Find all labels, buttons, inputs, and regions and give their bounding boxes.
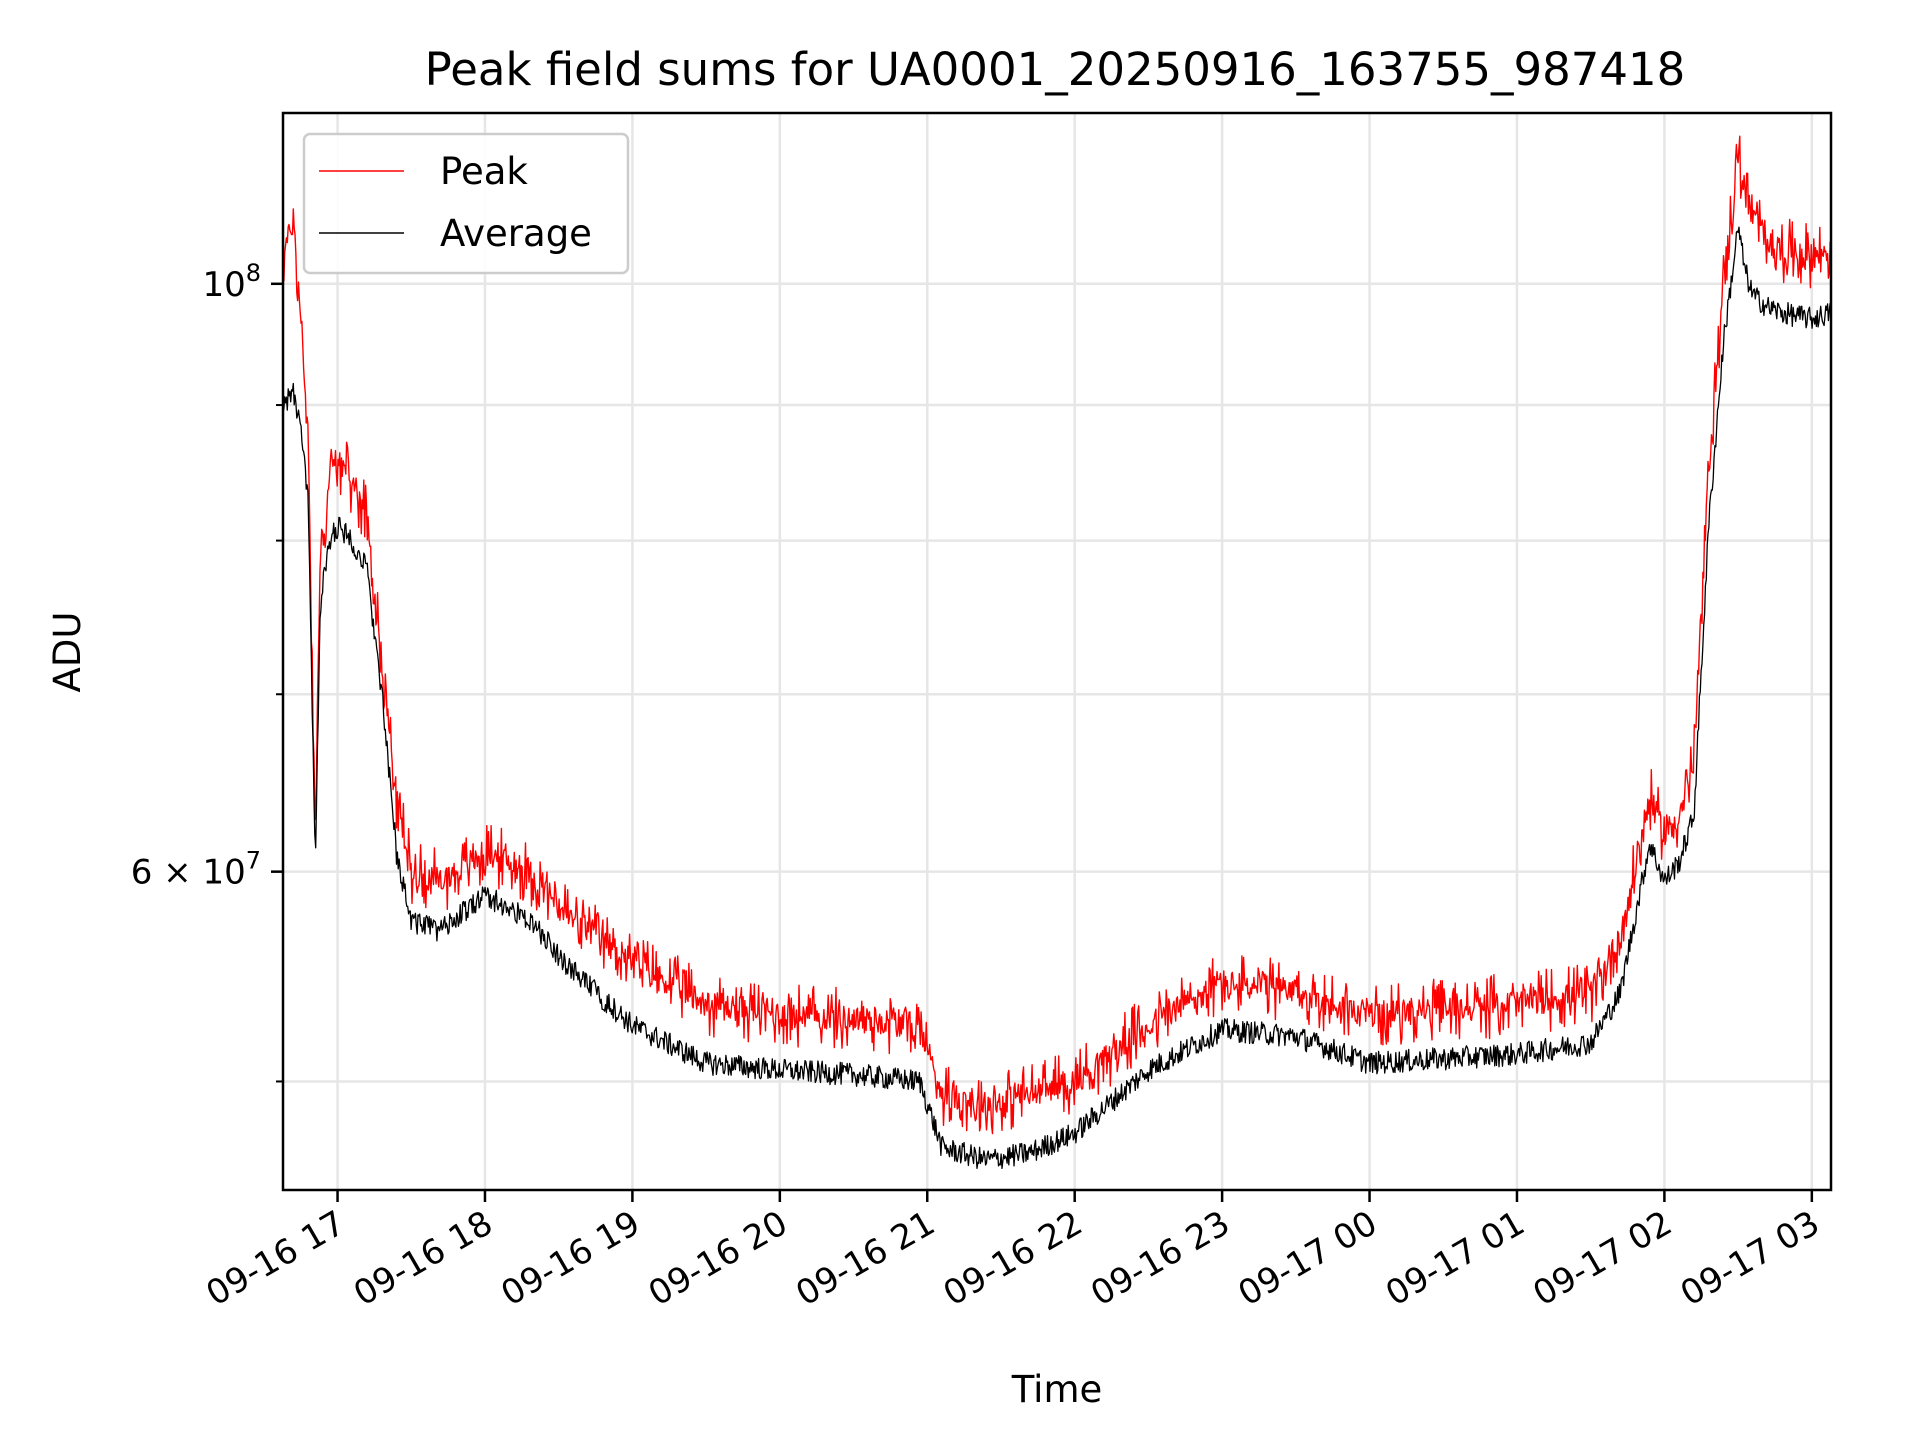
chart-title: Peak field sums for UA0001_20250916_1637…: [425, 43, 1686, 96]
plot-frame: [281, 111, 1833, 1192]
y-tick-label: 6 × 107: [131, 847, 261, 893]
x-axis-label: Time: [1011, 1368, 1103, 1411]
legend-label-average: Average: [440, 212, 592, 255]
legend-label-peak: Peak: [440, 150, 528, 193]
series-line-peak: [283, 135, 1831, 1135]
y-axis-label: ADU: [46, 612, 89, 693]
legend-box: [302, 132, 630, 275]
grid: [283, 113, 1831, 1190]
series-group: [283, 135, 1831, 1170]
y-tick-label: 108: [202, 259, 261, 305]
y-axis: 108 6 × 107: [131, 259, 283, 1083]
legend: Peak Average: [302, 132, 630, 275]
series-line-average: [283, 226, 1831, 1170]
